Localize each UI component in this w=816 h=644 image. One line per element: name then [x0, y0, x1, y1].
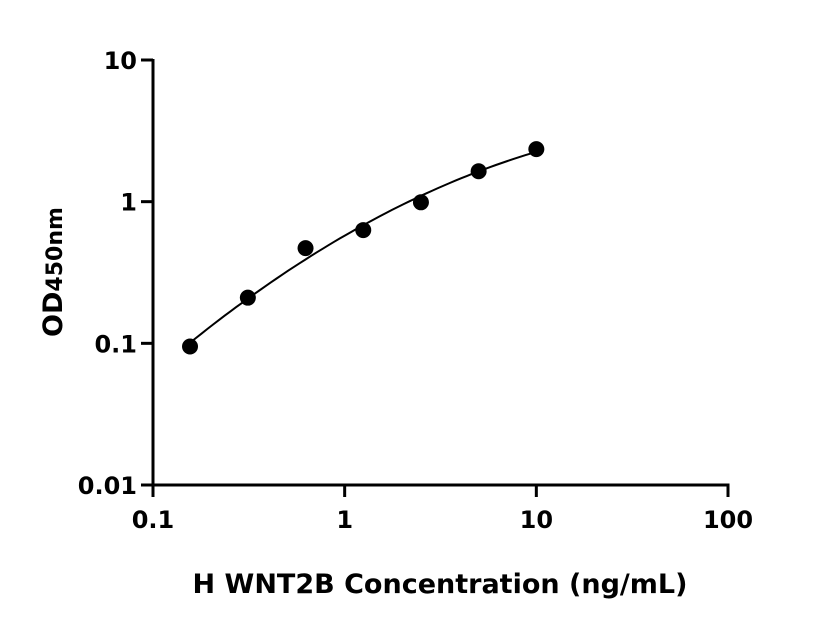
data-point [528, 141, 545, 158]
x-axis-label: H WNT2B Concentration (ng/mL) [193, 569, 688, 600]
data-point [239, 289, 256, 306]
y-tick-label: 0.1 [94, 330, 137, 358]
y-tick-label: 10 [104, 47, 137, 75]
axes: 0.01 0.1 1 10 0.1 1 10 100 [78, 47, 753, 534]
y-axis-label: OD450nm [38, 207, 69, 337]
y-tick-label: 0.01 [78, 472, 137, 500]
data-point [470, 163, 487, 180]
data-point [355, 222, 372, 239]
x-tick-label: 0.1 [132, 506, 175, 534]
x-tick-label: 10 [520, 506, 553, 534]
x-tick-label: 100 [703, 506, 753, 534]
fit-curve [189, 150, 537, 344]
y-tick-label: 1 [120, 189, 137, 217]
data-points [182, 141, 545, 355]
data-point [412, 194, 429, 211]
y-axis-label-sub: 450nm [43, 207, 68, 292]
data-point [297, 240, 314, 257]
x-tick-label: 1 [336, 506, 353, 534]
data-point [182, 338, 199, 355]
y-axis-label-main: OD [38, 292, 69, 337]
